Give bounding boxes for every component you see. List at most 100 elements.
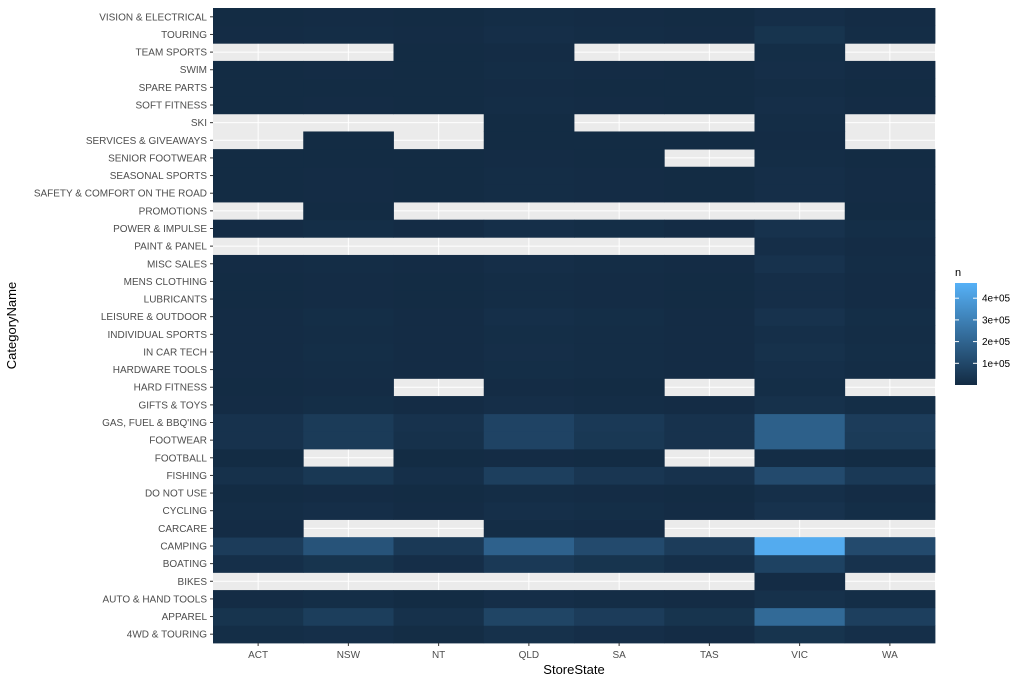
heatmap-cell <box>393 166 485 185</box>
heatmap-cell <box>303 590 394 609</box>
heatmap-cell <box>213 78 304 97</box>
heatmap-cell <box>754 572 846 591</box>
heatmap-cell <box>303 413 394 432</box>
heatmap-cell <box>844 325 936 344</box>
heatmap-cell <box>754 360 846 379</box>
heatmap-cell <box>213 96 304 115</box>
heatmap-cell <box>754 448 846 468</box>
heatmap-cell <box>213 554 304 573</box>
heatmap-cell <box>213 484 304 503</box>
heatmap-cell <box>213 272 304 291</box>
heatmap-cell <box>483 590 575 609</box>
heatmap-cell <box>483 25 575 44</box>
y-tick-label: CYCLING <box>163 506 208 517</box>
heatmap-cell <box>844 272 936 291</box>
heatmap-cell <box>844 625 936 644</box>
heatmap-cell <box>483 519 575 538</box>
heatmap-cell <box>844 96 936 115</box>
y-tick-label: CAMPING <box>160 541 207 552</box>
heatmap-cell <box>844 466 936 485</box>
heatmap-cell <box>574 466 665 485</box>
heatmap-cell <box>754 219 846 238</box>
heatmap-cell <box>483 149 575 168</box>
heatmap-cell <box>393 554 485 573</box>
heatmap-cell <box>483 343 575 362</box>
heatmap-cell <box>483 501 575 520</box>
heatmap-cell <box>664 290 755 309</box>
heatmap-cell <box>483 184 575 203</box>
heatmap-cell <box>303 131 394 150</box>
heatmap-cell <box>574 219 665 238</box>
heatmap-cell <box>664 484 755 503</box>
x-tick-label: SA <box>612 650 626 661</box>
heatmap-cell <box>574 448 665 468</box>
heatmap-cell <box>754 607 846 626</box>
heatmap-cell <box>303 396 394 415</box>
heatmap-cell <box>393 307 485 326</box>
heatmap-cell <box>754 113 846 132</box>
heatmap-cell <box>483 272 575 291</box>
heatmap-cell <box>754 343 846 362</box>
y-tick-label: PROMOTIONS <box>139 206 208 217</box>
heatmap-cell <box>754 537 846 556</box>
y-tick-label: CARCARE <box>158 524 207 535</box>
x-tick-label: TAS <box>700 650 719 661</box>
heatmap-cell <box>213 607 304 626</box>
heatmap-cell <box>574 325 665 344</box>
heatmap-cell <box>393 360 485 379</box>
heatmap-cell <box>574 149 665 168</box>
heatmap-cell <box>754 325 846 344</box>
legend-ticks: 1e+05 2e+05 3e+05 4e+05 <box>955 294 1011 370</box>
heatmap-cell <box>393 25 485 44</box>
heatmap-cell <box>664 8 755 27</box>
heatmap-cell <box>574 307 665 326</box>
heatmap-cell <box>393 184 485 203</box>
heatmap-cell <box>844 501 936 520</box>
heatmap-cell <box>393 466 485 485</box>
legend: n 1e+05 2e+05 3e+05 4e+05 <box>955 267 1011 385</box>
heatmap-cell <box>754 413 846 432</box>
heatmap-cell <box>754 184 846 203</box>
heatmap-cell <box>844 554 936 573</box>
heatmap-cell <box>844 484 936 503</box>
x-tick-label: WA <box>882 650 898 661</box>
heatmap-cell <box>483 254 575 273</box>
heatmap-cell <box>664 307 755 326</box>
y-tick-label: TOURING <box>161 30 207 41</box>
heatmap-cell <box>574 590 665 609</box>
heatmap-cell <box>664 360 755 379</box>
heatmap-cell <box>483 466 575 485</box>
heatmap-cell <box>213 149 304 168</box>
heatmap-cell <box>483 131 575 150</box>
x-axis-title: StoreState <box>543 662 604 677</box>
heatmap-cell <box>303 219 394 238</box>
heatmap-cell <box>483 448 575 468</box>
heatmap-cell <box>213 60 304 79</box>
heatmap-cell <box>213 501 304 520</box>
heatmap-cell <box>844 396 936 415</box>
heatmap-cell <box>393 413 485 432</box>
y-tick-label: SPARE PARTS <box>139 83 208 94</box>
y-tick-label: APPAREL <box>162 612 208 623</box>
heatmap-cell <box>574 501 665 520</box>
heatmap-cell <box>754 396 846 415</box>
heatmap-cell <box>213 290 304 309</box>
heatmap-cell <box>303 501 394 520</box>
heatmap-cell <box>483 78 575 97</box>
heatmap-cell <box>664 325 755 344</box>
heatmap-cell <box>574 78 665 97</box>
heatmap-cell <box>213 590 304 609</box>
heatmap-cell <box>483 537 575 556</box>
heatmap-cell <box>483 360 575 379</box>
y-tick-label: MISC SALES <box>147 259 207 270</box>
heatmap-cell <box>483 219 575 238</box>
heatmap-cell <box>754 237 846 256</box>
heatmap-cell <box>483 625 575 644</box>
heatmap-cell <box>754 8 846 27</box>
heatmap-cell <box>844 184 936 203</box>
heatmap-cell <box>664 431 755 450</box>
heatmap-cell <box>664 272 755 291</box>
heatmap-cell <box>303 8 394 27</box>
heatmap-cell <box>754 149 846 168</box>
heatmap-cell <box>483 396 575 415</box>
